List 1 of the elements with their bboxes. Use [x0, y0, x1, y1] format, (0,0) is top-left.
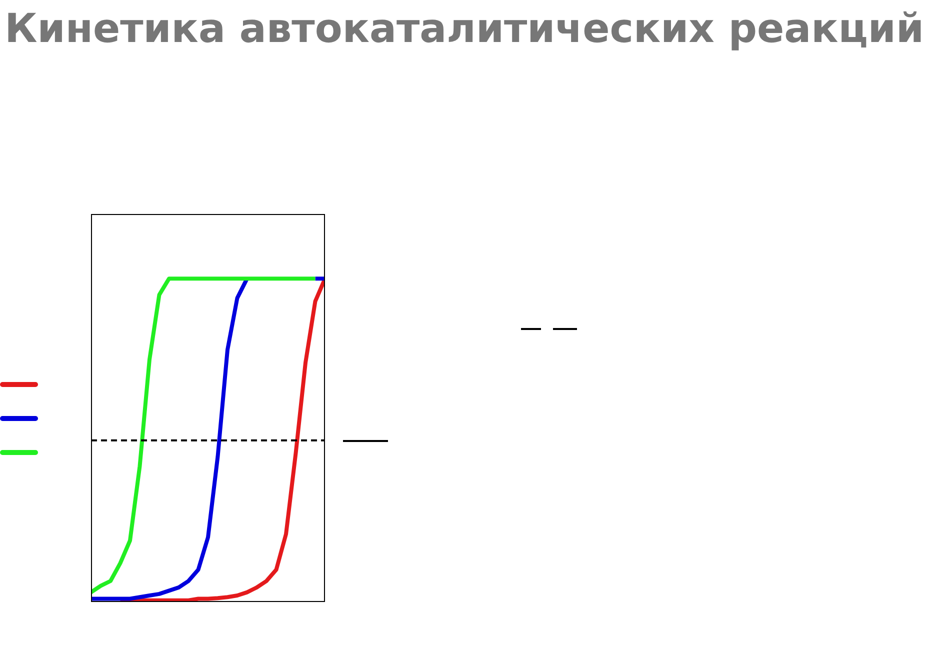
text: Кинетика автокаталитических реакций	[4, 6, 924, 52]
